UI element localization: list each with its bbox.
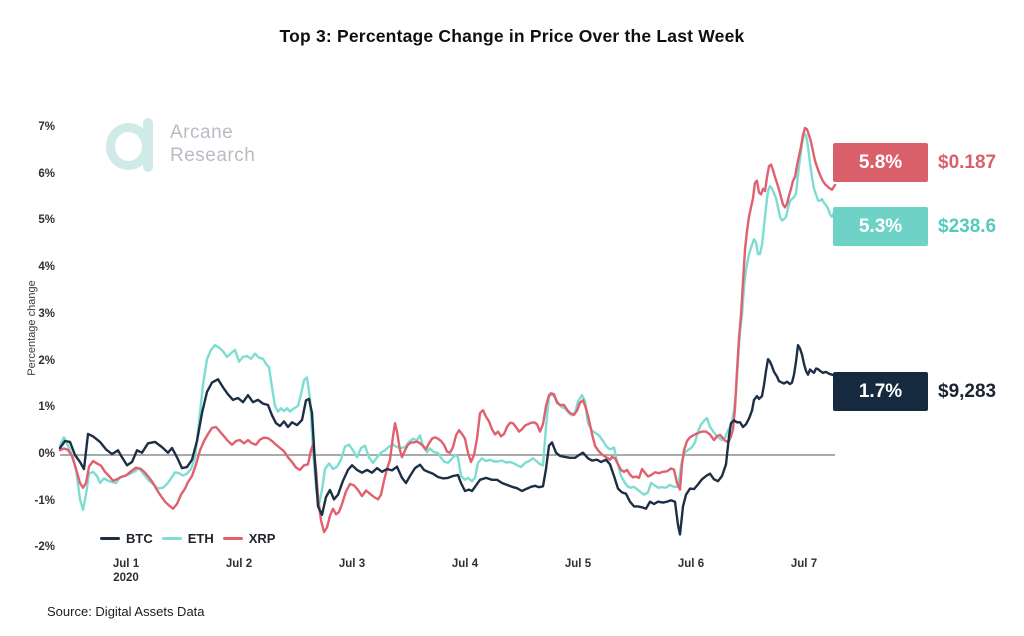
btc-price-label: $9,283 bbox=[938, 380, 997, 402]
callout-eth: 5.3% $238.6 bbox=[833, 207, 996, 246]
y-tick-label: 6% bbox=[38, 167, 55, 180]
legend-swatch-xrp bbox=[222, 537, 243, 540]
arcane-logo-bar-icon bbox=[143, 118, 153, 172]
legend-swatch-eth bbox=[161, 537, 182, 540]
xrp-line bbox=[58, 126, 837, 534]
xrp-price-label: $0.187 bbox=[938, 151, 997, 173]
arcane-logo-line1: Arcane bbox=[170, 122, 234, 143]
legend-label: BTC bbox=[126, 531, 153, 546]
arcane-logo-line2: Research bbox=[170, 145, 256, 166]
x-tick-label: Jul 3 bbox=[338, 558, 366, 570]
x-tick-label: Jul 6 bbox=[677, 558, 705, 570]
legend: BTC ETH XRP bbox=[100, 531, 275, 546]
legend-item-btc: BTC bbox=[100, 531, 153, 546]
legend-swatch-btc bbox=[100, 537, 120, 540]
y-tick-label: 5% bbox=[38, 214, 55, 227]
btc-line bbox=[58, 344, 837, 536]
y-tick-label: 2% bbox=[38, 354, 55, 367]
source-text: Source: Digital Assets Data bbox=[47, 604, 205, 619]
eth-price-label: $238.6 bbox=[938, 215, 997, 237]
x-tick-label: Jul 1 2020 bbox=[96, 558, 156, 584]
callout-btc: 1.7% $9,283 bbox=[833, 372, 996, 411]
y-tick-label: 1% bbox=[38, 401, 55, 414]
arcane-logo-text: Arcane Research bbox=[170, 121, 255, 167]
y-tick-label: 7% bbox=[38, 121, 55, 134]
x-tick-label: Jul 4 bbox=[451, 558, 479, 570]
xrp-pct-badge: 5.8% bbox=[833, 143, 928, 182]
y-tick-label: -2% bbox=[34, 541, 55, 554]
legend-label: ETH bbox=[187, 531, 214, 546]
eth-line bbox=[58, 132, 837, 511]
legend-item-xrp: XRP bbox=[222, 531, 276, 546]
eth-pct-badge: 5.3% bbox=[833, 207, 928, 246]
callout-xrp: 5.8% $0.187 bbox=[833, 143, 996, 182]
x-tick-sublabel: 2020 bbox=[113, 572, 139, 584]
x-tick-label: Jul 5 bbox=[564, 558, 592, 570]
x-tick-label: Jul 7 bbox=[790, 558, 818, 570]
x-tick-label: Jul 2 bbox=[225, 558, 253, 570]
legend-item-eth: ETH bbox=[161, 531, 214, 546]
y-tick-label: 0% bbox=[38, 448, 55, 460]
y-tick-label: -1% bbox=[34, 494, 55, 507]
y-tick-label: 3% bbox=[38, 307, 55, 320]
btc-pct-badge: 1.7% bbox=[833, 372, 928, 411]
chart-title: Top 3: Percentage Change in Price Over t… bbox=[279, 26, 745, 46]
y-tick-label: 4% bbox=[38, 261, 55, 274]
legend-label: XRP bbox=[248, 531, 276, 546]
